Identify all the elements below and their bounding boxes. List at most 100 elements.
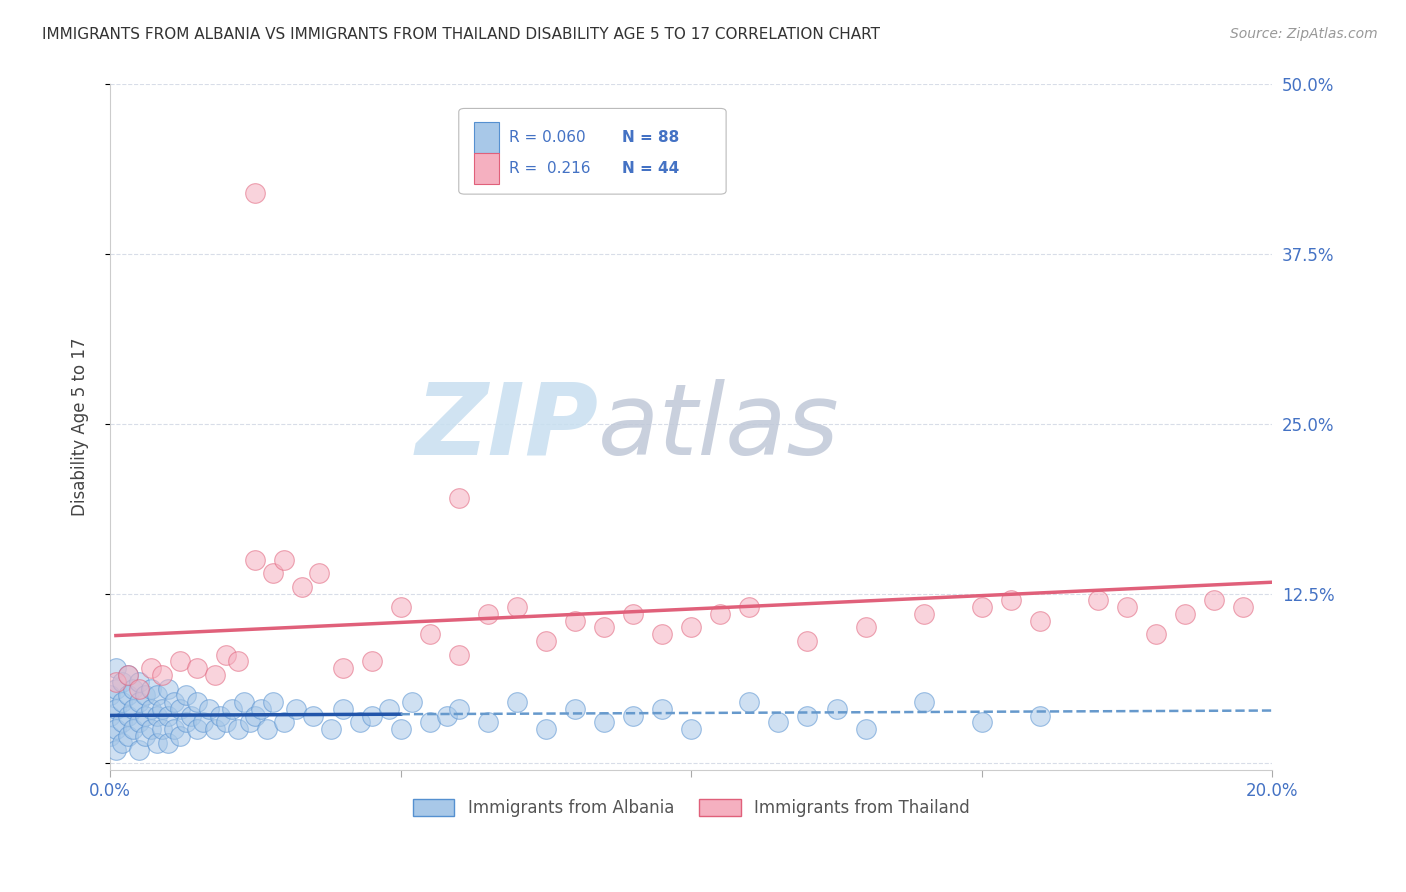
Point [98,729,121,743]
Point [139,702,162,716]
Point [273,715,295,730]
Point [180,708,202,723]
Point [104,681,127,696]
Point [332,702,354,716]
Point [319,723,342,737]
Point [447,491,470,506]
Text: Source: ZipAtlas.com: Source: ZipAtlas.com [1230,27,1378,41]
Point [477,715,499,730]
Point [389,600,412,615]
Point [145,736,167,750]
Legend: Immigrants from Albania, Immigrants from Thailand: Immigrants from Albania, Immigrants from… [406,792,977,823]
FancyBboxPatch shape [474,153,499,184]
Point [1029,708,1052,723]
Point [215,715,238,730]
Point [186,695,208,709]
Text: R = 0.060: R = 0.060 [509,129,585,145]
Point [215,648,238,662]
Point [1232,600,1254,615]
Point [1174,607,1197,621]
Point [768,715,790,730]
Point [681,620,703,634]
Point [855,723,877,737]
Point [117,689,139,703]
Point [169,654,191,668]
Point [360,708,382,723]
Point [111,736,134,750]
Point [436,708,458,723]
Point [256,723,278,737]
Point [104,702,127,716]
Point [117,668,139,682]
Point [238,715,260,730]
Point [232,695,254,709]
Text: ZIP: ZIP [415,379,599,475]
Point [163,695,186,709]
Point [198,702,221,716]
Point [250,702,273,716]
Point [419,715,441,730]
Point [796,708,818,723]
Point [186,723,208,737]
Point [117,668,139,682]
Point [139,723,162,737]
Point [262,566,284,581]
Point [825,702,848,716]
Point [104,723,127,737]
Point [145,708,167,723]
Point [970,715,993,730]
Y-axis label: Disability Age 5 to 17: Disability Age 5 to 17 [72,338,89,516]
Point [738,695,761,709]
Point [174,715,197,730]
Point [134,729,156,743]
Point [104,742,127,756]
Point [117,708,139,723]
FancyBboxPatch shape [474,121,499,153]
Point [117,729,139,743]
Point [477,607,499,621]
Point [709,607,731,621]
Point [226,723,249,737]
Text: N = 44: N = 44 [621,161,679,176]
Point [1087,593,1109,607]
Point [738,600,761,615]
Text: R =  0.216: R = 0.216 [509,161,591,176]
Point [419,627,441,641]
Point [291,580,314,594]
Point [139,661,162,675]
Point [273,552,295,566]
Point [1000,593,1022,607]
Point [593,715,616,730]
Point [128,715,150,730]
Point [285,702,308,716]
Point [221,702,243,716]
Point [111,674,134,689]
Point [302,708,325,723]
Point [157,708,180,723]
Point [134,689,156,703]
Point [128,742,150,756]
Point [145,689,167,703]
Point [378,702,401,716]
Point [506,695,529,709]
Point [360,654,382,668]
Point [245,552,267,566]
Point [139,681,162,696]
Point [447,702,470,716]
Point [226,654,249,668]
Text: IMMIGRANTS FROM ALBANIA VS IMMIGRANTS FROM THAILAND DISABILITY AGE 5 TO 17 CORRE: IMMIGRANTS FROM ALBANIA VS IMMIGRANTS FR… [42,27,880,42]
Point [912,607,935,621]
Point [564,702,586,716]
Point [262,695,284,709]
Point [150,668,173,682]
Point [157,681,180,696]
Point [128,695,150,709]
Point [1144,627,1167,641]
Text: N = 88: N = 88 [621,129,679,145]
Point [593,620,616,634]
Point [912,695,935,709]
Point [1029,614,1052,628]
Point [447,648,470,662]
Point [122,681,145,696]
Point [98,689,121,703]
